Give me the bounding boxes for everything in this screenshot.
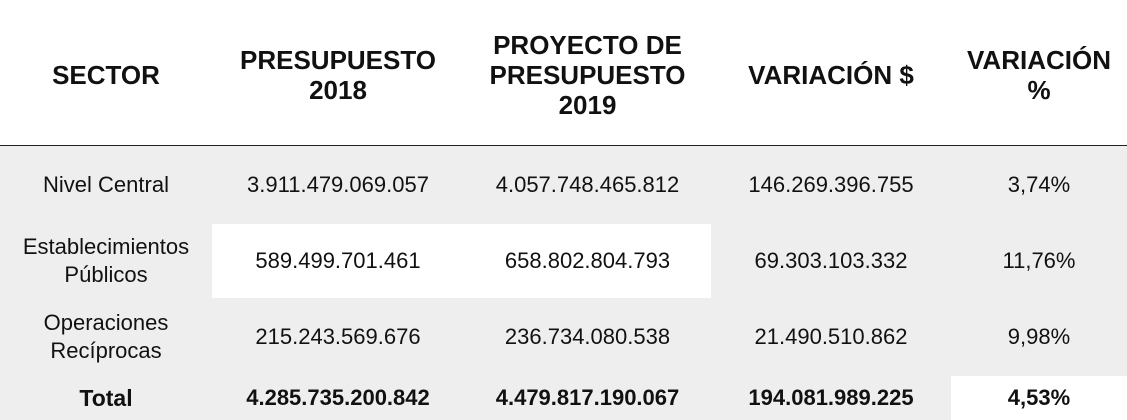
header-presupuesto-2018-line-1: PRESUPUESTO: [239, 44, 436, 75]
variacion-pesos-value: 69.303.103.332: [754, 248, 908, 273]
total-variacion-pct-value: 4,53%: [1007, 385, 1071, 410]
variacion-pesos-value: 21.490.510.862: [754, 324, 908, 349]
cell-proyecto-2019: 4.057.748.465.812: [464, 146, 711, 224]
proyecto-2019-value: 658.802.804.793: [504, 248, 671, 273]
total-presupuesto-2018-value: 4.285.735.200.842: [246, 385, 430, 410]
cell-variacion-pct: 11,76%: [951, 224, 1127, 298]
header-proyecto-2019-line-1: PROYECTO DE: [493, 29, 682, 60]
variacion-pct-value: 11,76%: [1002, 248, 1076, 273]
total-variacion-pesos-value: 194.081.989.225: [748, 385, 914, 410]
header-variacion-pesos: VARIACIÓN $: [711, 0, 951, 145]
cell-total-presupuesto-2018: 4.285.735.200.842: [212, 376, 464, 420]
variacion-pct-value: 3,74%: [1007, 172, 1071, 197]
header-sector-label: SECTOR: [52, 59, 160, 90]
header-proyecto-2019-line-2: PRESUPUESTO: [489, 59, 686, 90]
total-label: Total: [79, 385, 133, 411]
cell-variacion-pct: 9,98%: [951, 298, 1127, 376]
proyecto-2019-value: 236.734.080.538: [504, 324, 671, 349]
cell-presupuesto-2018: 589.499.701.461: [212, 224, 464, 298]
presupuesto-2018-value: 3.911.479.069.057: [247, 172, 429, 197]
cell-variacion-pesos: 21.490.510.862: [711, 298, 951, 376]
cell-proyecto-2019: 658.802.804.793: [464, 224, 711, 298]
cell-total-label: Total: [0, 376, 212, 420]
header-variacion-pct: VARIACIÓN %: [951, 0, 1127, 145]
table-row: Nivel Central 3.911.479.069.057 4.057.74…: [0, 146, 1127, 224]
header-sector: SECTOR: [0, 0, 212, 145]
cell-total-variacion-pesos: 194.081.989.225: [711, 376, 951, 420]
cell-variacion-pesos: 69.303.103.332: [711, 224, 951, 298]
header-variacion-pesos-label: VARIACIÓN $: [748, 59, 914, 90]
variacion-pesos-value: 146.269.396.755: [748, 172, 914, 197]
header-variacion-pct-line-1: VARIACIÓN: [967, 44, 1111, 75]
cell-total-variacion-pct: 4,53%: [951, 376, 1127, 420]
cell-variacion-pesos: 146.269.396.755: [711, 146, 951, 224]
presupuesto-2018-value: 215.243.569.676: [255, 324, 421, 349]
table-row: Establecimientos Públicos 589.499.701.46…: [0, 224, 1127, 298]
total-proyecto-2019-value: 4.479.817.190.067: [495, 385, 680, 410]
sector-label: Nivel Central: [43, 172, 169, 197]
sector-label-line-1: Establecimientos: [22, 234, 190, 259]
total-row: Total 4.285.735.200.842 4.479.817.190.06…: [0, 376, 1127, 420]
presupuesto-2018-value: 589.499.701.461: [255, 248, 421, 273]
cell-presupuesto-2018: 215.243.569.676: [212, 298, 464, 376]
sector-label-line-2: Recíprocas: [50, 338, 162, 363]
header-proyecto-2019: PROYECTO DE PRESUPUESTO 2019: [464, 0, 711, 145]
variacion-pct-value: 9,98%: [1007, 324, 1071, 349]
cell-proyecto-2019: 236.734.080.538: [464, 298, 711, 376]
cell-total-proyecto-2019: 4.479.817.190.067: [464, 376, 711, 420]
proyecto-2019-value: 4.057.748.465.812: [495, 172, 680, 197]
cell-presupuesto-2018: 3.911.479.069.057: [212, 146, 464, 224]
cell-sector: Operaciones Recíprocas: [0, 298, 212, 376]
cell-variacion-pct: 3,74%: [951, 146, 1127, 224]
header-presupuesto-2018: PRESUPUESTO 2018: [212, 0, 464, 145]
cell-sector: Establecimientos Públicos: [0, 224, 212, 298]
header-proyecto-2019-line-3: 2019: [558, 89, 617, 120]
sector-label-line-2: Públicos: [64, 262, 148, 287]
table-header-row: SECTOR PRESUPUESTO 2018 PROYECTO DE PRES…: [0, 0, 1127, 146]
header-presupuesto-2018-line-2: 2018: [309, 74, 367, 105]
header-variacion-pct-line-2: %: [1027, 74, 1051, 105]
table-row: Operaciones Recíprocas 215.243.569.676 2…: [0, 298, 1127, 376]
sector-label-line-1: Operaciones: [43, 310, 169, 335]
cell-sector: Nivel Central: [0, 146, 212, 224]
